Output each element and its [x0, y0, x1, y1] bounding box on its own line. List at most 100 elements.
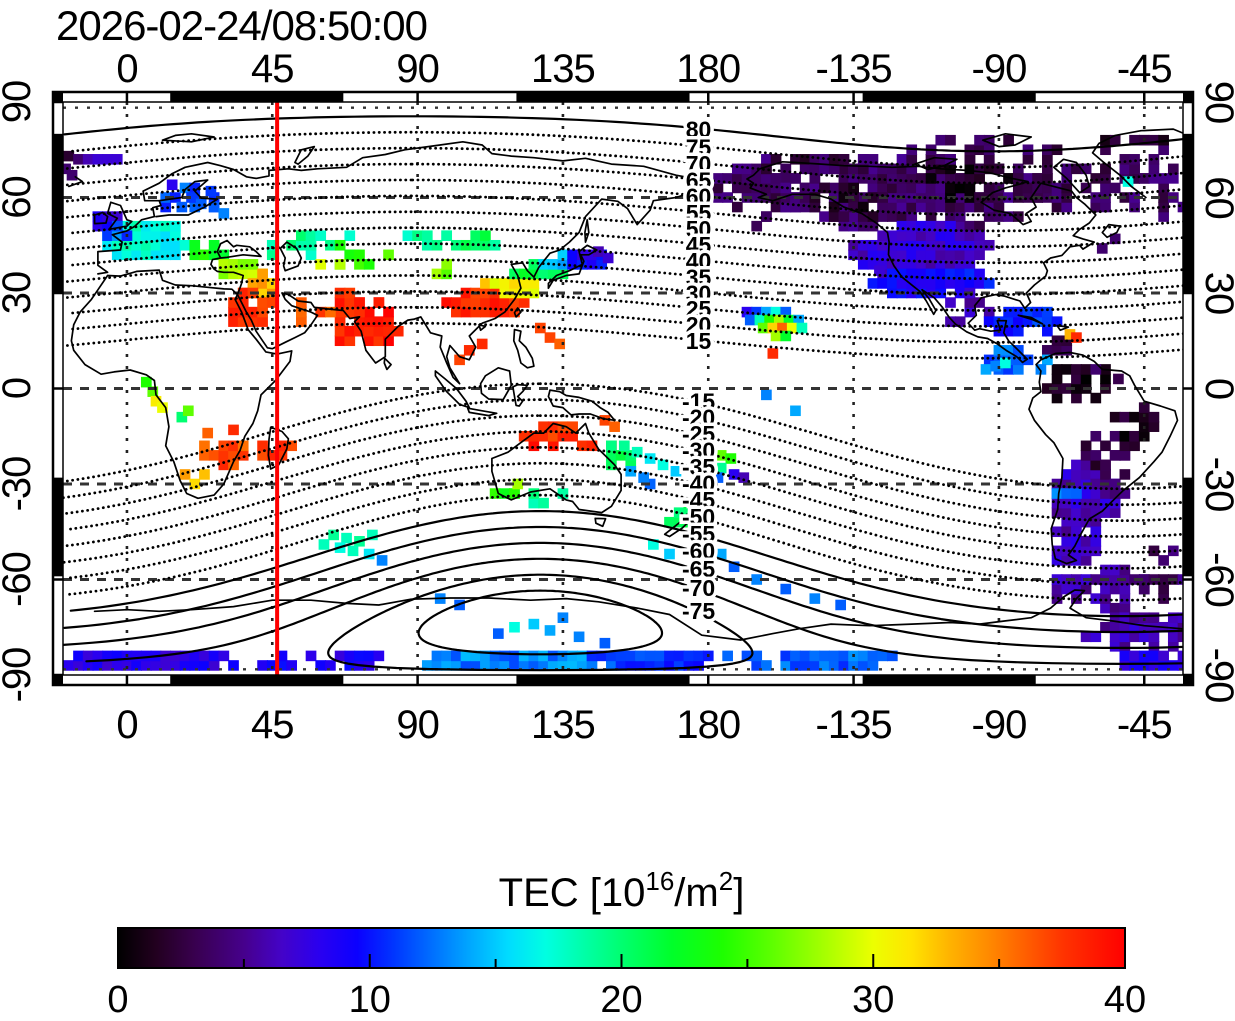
tec-cell	[886, 192, 898, 203]
tec-cell	[1109, 641, 1121, 652]
mag-contour-label: -45	[682, 487, 715, 513]
tec-cell	[857, 239, 869, 251]
tec-cell	[286, 660, 297, 671]
mag-contour-south	[65, 414, 1183, 522]
tec-cell	[1138, 430, 1150, 442]
tec-cell	[305, 230, 317, 241]
tec-cell	[567, 421, 578, 432]
tec-cell	[1035, 364, 1047, 375]
tec-cell	[1100, 488, 1111, 499]
tec-cell	[761, 154, 772, 165]
tec-cell	[102, 154, 113, 165]
tec-cell	[896, 201, 908, 213]
tec-cell	[1148, 631, 1160, 643]
tec-cell	[780, 583, 792, 595]
tec-cell	[1071, 507, 1082, 518]
tec-cell	[1012, 173, 1024, 184]
mag-contour-north	[63, 321, 1183, 360]
tec-cell	[916, 278, 927, 289]
tec-cell	[1071, 332, 1082, 343]
coastline	[981, 132, 1033, 148]
tec-cell	[1032, 173, 1044, 184]
tec-cell	[160, 201, 172, 213]
tec-cell	[867, 259, 879, 270]
tec-cell	[131, 230, 142, 241]
tec-cell	[111, 154, 123, 165]
tec-cell	[906, 192, 918, 203]
tec-cell	[1109, 411, 1121, 423]
tec-cell	[140, 239, 152, 251]
mag-contour-south	[417, 589, 664, 656]
mag-contour-south	[63, 461, 1183, 570]
tec-cell	[1080, 459, 1092, 471]
tec-cell	[228, 268, 239, 280]
tec-cell	[354, 297, 365, 308]
tec-cell	[706, 446, 717, 458]
frame-band-black	[516, 675, 690, 685]
top-axis-tick-label: -45	[1117, 47, 1172, 91]
tec-cell	[1022, 192, 1034, 203]
tec-cell	[237, 440, 249, 452]
tec-cell	[877, 211, 888, 222]
mag-contour-label: 20	[686, 312, 712, 338]
tec-cell	[780, 163, 792, 175]
tec-cell	[964, 220, 976, 232]
tec-cell	[1051, 364, 1063, 375]
frame-corner	[53, 675, 63, 685]
tec-cell	[974, 144, 985, 156]
tec-cell	[557, 660, 569, 671]
tec-cell	[460, 306, 472, 318]
tec-cell	[73, 154, 84, 165]
tec-cell	[102, 220, 113, 232]
tec-cell	[441, 259, 453, 270]
tec-cell	[945, 201, 956, 213]
tec-cell	[383, 335, 394, 347]
tec-cell	[1119, 440, 1131, 452]
tec-cell	[1071, 373, 1082, 385]
tec-cell	[664, 516, 675, 528]
tec-cell	[1119, 650, 1131, 662]
tec-cell	[596, 650, 608, 662]
mag-contour-label: 45	[686, 232, 712, 258]
tec-cell	[363, 306, 375, 318]
colorbar-tick-label: 40	[1104, 979, 1146, 1021]
tec-cell	[170, 230, 181, 241]
tec-cell	[731, 182, 743, 194]
tec-cell	[596, 259, 608, 270]
tec-cell	[983, 278, 995, 289]
tec-cell	[1167, 631, 1179, 643]
frame-band-black	[862, 92, 1036, 102]
tec-cell	[1012, 163, 1024, 175]
tec-cell	[1148, 421, 1160, 432]
tec-cell	[509, 660, 520, 671]
tec-cell	[276, 440, 288, 452]
tec-cell	[935, 201, 947, 213]
tec-cell	[935, 249, 947, 261]
tec-cell	[809, 650, 821, 662]
tec-cell	[182, 405, 194, 417]
tec-cell	[767, 348, 779, 359]
mag-contour-south	[69, 430, 1183, 538]
tec-cell	[1109, 574, 1121, 585]
frame-band-black	[1183, 477, 1193, 577]
tec-cell	[896, 220, 908, 232]
tec-cell	[257, 440, 268, 452]
tec-cell	[1129, 621, 1140, 633]
tec-cell	[809, 163, 821, 175]
tec-cell	[1051, 526, 1063, 538]
tec-cell	[1051, 392, 1063, 404]
tec-cell	[538, 421, 549, 432]
coastline	[1056, 324, 1070, 332]
tec-cell	[509, 621, 520, 633]
tec-cell	[1080, 555, 1092, 566]
tec-cell	[1012, 364, 1024, 375]
tec-cell	[974, 297, 985, 308]
tec-cell	[237, 268, 249, 280]
tec-cell	[257, 297, 268, 308]
tec-cell	[770, 201, 782, 213]
tec-cell	[150, 220, 162, 232]
tec-cell	[1022, 306, 1034, 318]
mag-contour-label: 35	[686, 264, 712, 290]
tec-cell	[1003, 134, 1014, 146]
